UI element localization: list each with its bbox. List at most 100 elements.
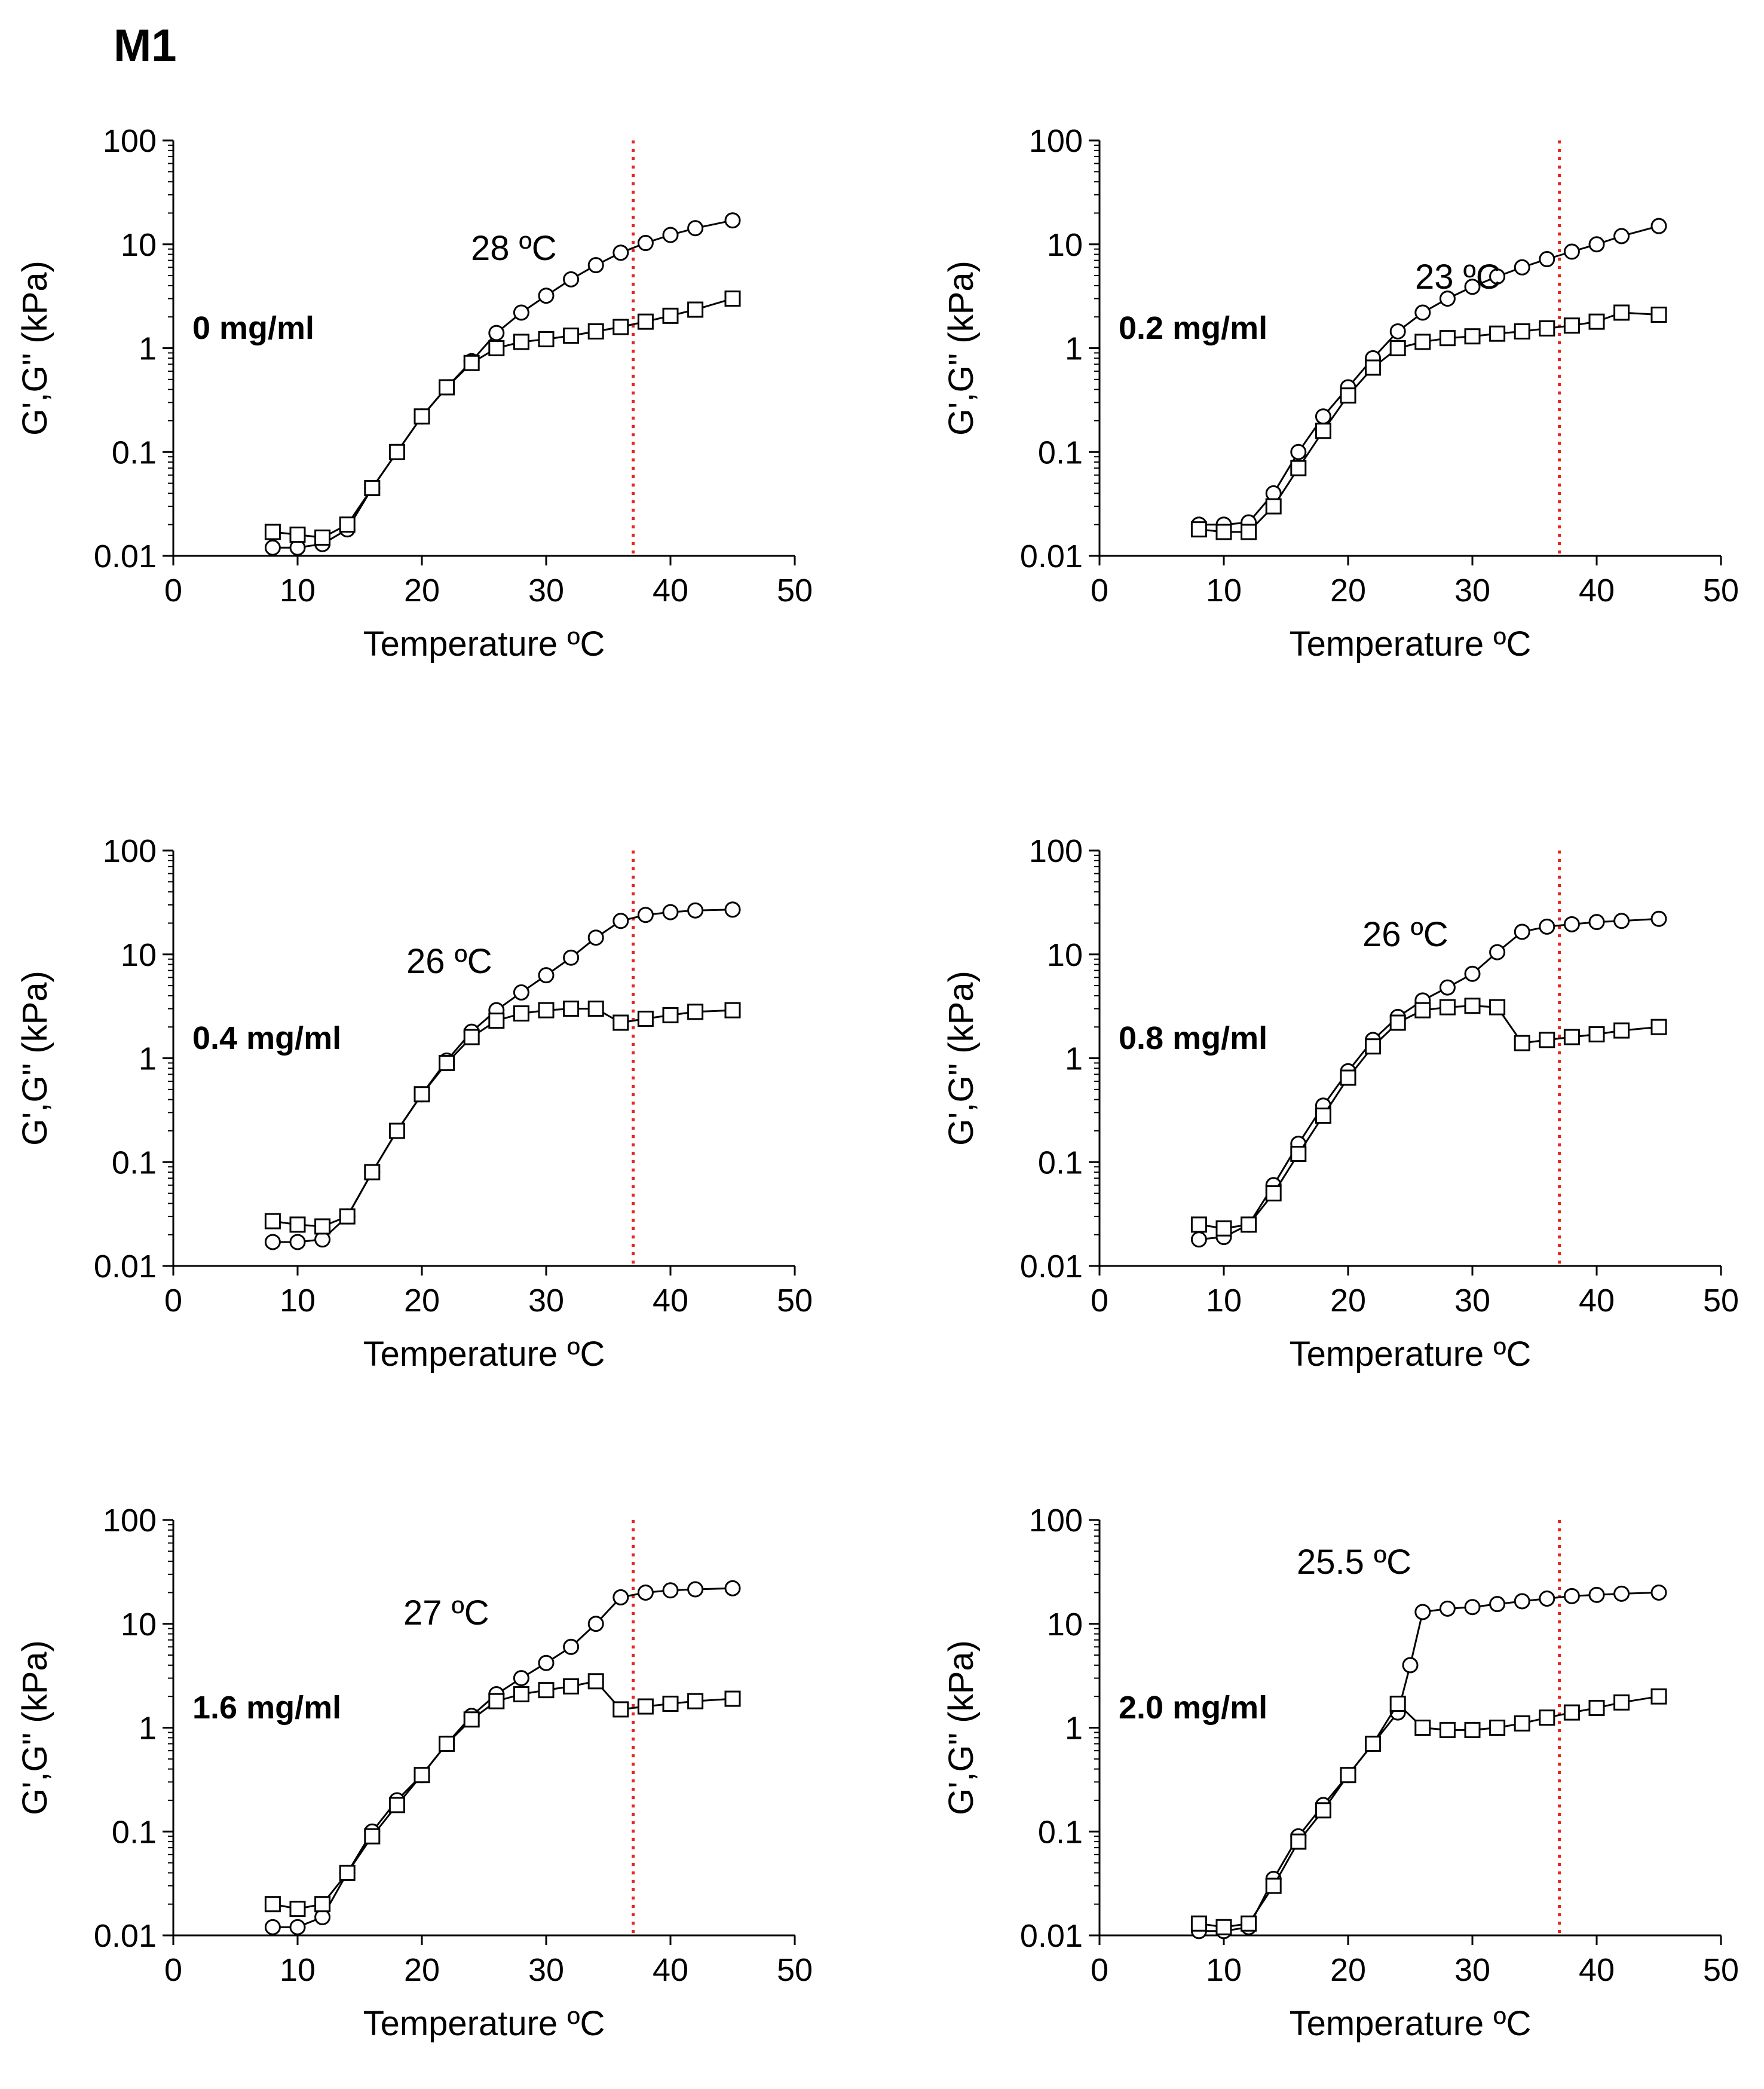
data-point-g-double-prime xyxy=(1588,313,1605,330)
data-point-g-double-prime xyxy=(364,480,381,497)
data-point-g-prime xyxy=(1563,916,1580,932)
data-point-g-double-prime xyxy=(388,444,405,460)
data-point-g-prime xyxy=(662,1582,679,1599)
y-axis-title: G',G" (kPa) xyxy=(942,1640,981,1815)
series-line-g-prime xyxy=(272,909,733,1243)
data-point-g-prime xyxy=(724,1580,741,1596)
data-point-g-double-prime xyxy=(563,328,580,344)
y-tick-label: 1 xyxy=(1065,331,1083,367)
gel-point-annotation: 26 ºC xyxy=(406,942,492,981)
data-point-g-double-prime xyxy=(339,1208,356,1225)
chart-panel-1: 0 10 20 30 40 50 0.01 0.1 1 10 100 Temperature ºC G'… xyxy=(16,123,813,663)
data-point-g-double-prime xyxy=(314,1896,331,1913)
data-point-g-double-prime xyxy=(1389,1695,1406,1712)
y-tick-label: 0.01 xyxy=(94,539,157,574)
x-tick-label: 50 xyxy=(777,1283,813,1319)
data-point-g-double-prime xyxy=(1489,1720,1506,1736)
data-point-g-prime xyxy=(1489,268,1506,285)
data-point-g-double-prime xyxy=(612,319,629,335)
data-point-g-double-prime xyxy=(1563,1704,1580,1721)
panel-label: 0.4 mg/ml xyxy=(192,1020,341,1056)
panel-label: 2.0 mg/ml xyxy=(1119,1690,1267,1726)
y-tick-label: 100 xyxy=(103,1503,157,1539)
data-point-g-double-prime xyxy=(1414,1720,1431,1736)
data-point-g-double-prime xyxy=(289,527,306,543)
data-point-g-prime xyxy=(264,1919,281,1935)
data-point-g-double-prime xyxy=(637,313,654,330)
data-point-g-double-prime xyxy=(1340,387,1356,404)
data-point-g-double-prime xyxy=(1290,1145,1307,1162)
data-point-g-double-prime xyxy=(1489,999,1506,1016)
data-point-g-double-prime xyxy=(1190,521,1207,538)
data-point-g-prime xyxy=(264,539,281,556)
gel-point-annotation: 26 ºC xyxy=(1362,915,1448,954)
data-point-g-prime xyxy=(1290,444,1307,460)
data-point-g-prime xyxy=(1439,979,1456,996)
data-point-g-prime xyxy=(1414,304,1431,321)
data-point-g-double-prime xyxy=(662,307,679,324)
y-tick-label: 10 xyxy=(121,937,157,973)
x-tick-label: 30 xyxy=(528,1283,564,1319)
data-point-g-prime xyxy=(538,287,555,304)
gel-point-annotation: 28 ºC xyxy=(471,229,557,268)
data-point-g-double-prime xyxy=(1315,423,1331,439)
data-point-g-double-prime xyxy=(1265,1185,1282,1202)
y-tick-label: 10 xyxy=(1047,227,1083,263)
data-point-g-prime xyxy=(1514,259,1530,276)
data-point-g-prime xyxy=(1514,1593,1530,1610)
data-point-g-prime xyxy=(1315,408,1331,425)
x-tick-label: 20 xyxy=(404,1952,440,1988)
data-point-g-double-prime xyxy=(1241,1915,1257,1932)
chart-panel-2: 0 10 20 30 40 50 0.01 0.1 1 10 100 Temperature ºC G'… xyxy=(942,123,1739,663)
data-point-g-double-prime xyxy=(1563,317,1580,334)
y-tick-label: 100 xyxy=(103,833,157,869)
y-tick-label: 0.01 xyxy=(1020,539,1083,574)
data-point-g-double-prime xyxy=(1613,304,1630,321)
data-point-g-double-prime xyxy=(1389,1014,1406,1031)
gel-point-annotation: 27 ºC xyxy=(403,1593,489,1632)
data-point-g-double-prime xyxy=(1489,325,1506,342)
x-tick-label: 50 xyxy=(1703,1952,1739,1988)
data-point-g-prime xyxy=(1588,236,1605,253)
data-point-g-prime xyxy=(1563,1588,1580,1604)
data-point-g-double-prime xyxy=(687,1693,704,1709)
data-point-g-prime xyxy=(1588,914,1605,931)
data-point-g-double-prime xyxy=(388,1123,405,1139)
data-point-g-prime xyxy=(687,220,704,237)
y-tick-label: 10 xyxy=(1047,937,1083,973)
data-point-g-double-prime xyxy=(612,1014,629,1031)
data-point-g-double-prime xyxy=(488,1013,505,1029)
data-point-g-double-prime xyxy=(289,1216,306,1233)
data-point-g-prime xyxy=(637,235,654,252)
y-tick-label: 1 xyxy=(1065,1711,1083,1747)
data-point-g-double-prime xyxy=(1613,1022,1630,1039)
data-point-g-prime xyxy=(587,1616,604,1632)
chart-panel-6: 0 10 20 30 40 50 0.01 0.1 1 10 100 Temperature ºC G'… xyxy=(942,1503,1739,2043)
x-tick-label: 20 xyxy=(404,573,440,608)
x-tick-label: 0 xyxy=(1091,1952,1108,1988)
data-point-g-prime xyxy=(1588,1586,1605,1603)
data-point-g-double-prime xyxy=(1514,323,1530,339)
data-point-g-double-prime xyxy=(587,1001,604,1017)
data-point-g-double-prime xyxy=(1389,340,1406,356)
x-tick-label: 30 xyxy=(1454,1283,1490,1319)
x-tick-label: 0 xyxy=(164,1283,182,1319)
x-tick-label: 50 xyxy=(1703,573,1739,608)
data-point-g-double-prime xyxy=(1315,1802,1331,1819)
x-tick-label: 30 xyxy=(1454,1952,1490,1988)
data-point-g-prime xyxy=(1489,944,1506,961)
x-tick-label: 10 xyxy=(280,1952,316,1988)
data-point-g-prime xyxy=(488,325,505,341)
data-point-g-double-prime xyxy=(264,1896,281,1913)
data-point-g-double-prime xyxy=(662,1007,679,1023)
data-point-g-prime xyxy=(1613,228,1630,244)
data-point-g-double-prime xyxy=(1215,1220,1232,1237)
y-tick-label: 10 xyxy=(121,1607,157,1643)
y-axis-title: G',G" (kPa) xyxy=(16,971,54,1146)
x-tick-label: 20 xyxy=(1330,1952,1366,1988)
data-point-g-prime xyxy=(1464,279,1481,295)
y-tick-label: 0.1 xyxy=(1038,435,1083,470)
data-point-g-prime xyxy=(513,304,529,321)
x-tick-label: 40 xyxy=(653,1952,688,1988)
data-point-g-prime xyxy=(724,212,741,229)
